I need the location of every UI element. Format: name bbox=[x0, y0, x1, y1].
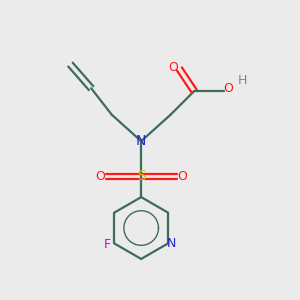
Text: O: O bbox=[177, 170, 187, 183]
Text: O: O bbox=[96, 170, 106, 183]
Text: O: O bbox=[168, 61, 178, 74]
Text: F: F bbox=[103, 238, 111, 251]
Text: O: O bbox=[223, 82, 233, 95]
Text: N: N bbox=[136, 134, 146, 148]
Text: S: S bbox=[137, 169, 146, 184]
Text: H: H bbox=[238, 74, 248, 87]
Text: N: N bbox=[167, 237, 176, 250]
